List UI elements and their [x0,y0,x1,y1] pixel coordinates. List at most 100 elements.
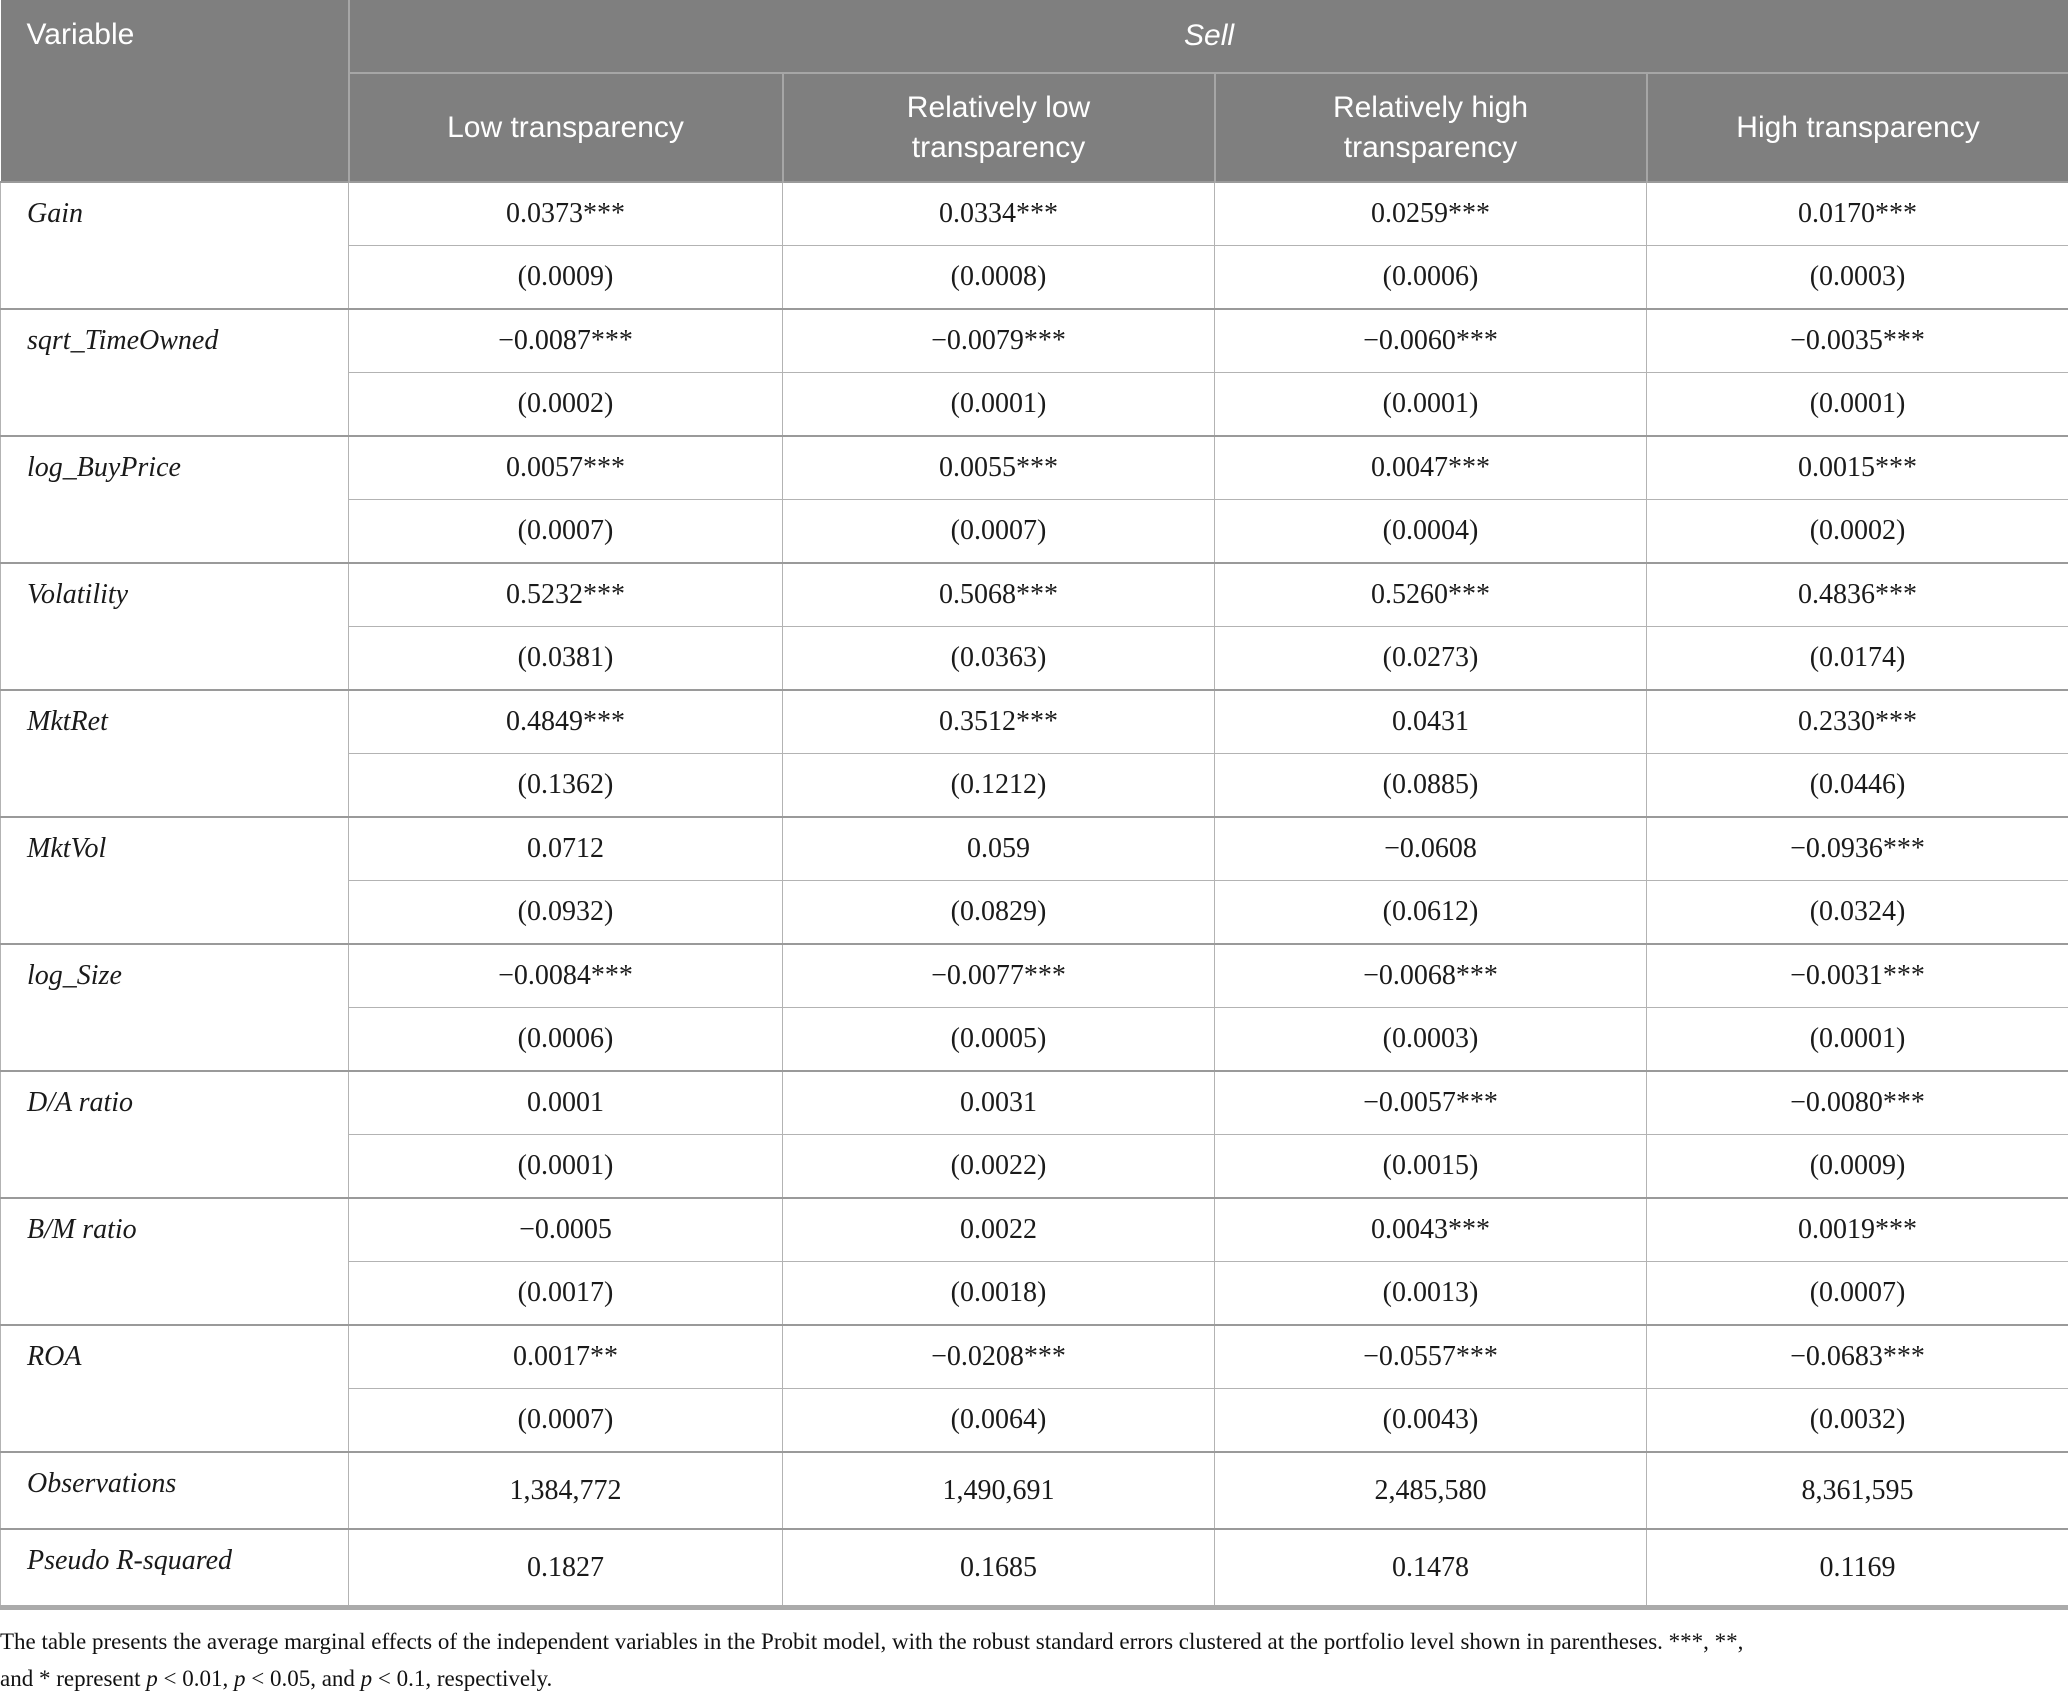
summary-value-cell: 2,485,580 [1215,1452,1647,1529]
column-header-label: Relatively low transparency [834,88,1164,168]
coefficient-cell: 0.0019*** [1647,1198,2068,1262]
footnote-text: < 0.05, and [245,1666,360,1691]
coefficient-cell: −0.0936*** [1647,817,2068,881]
coefficient-cell: −0.0060*** [1215,309,1647,373]
stderr-cell: (0.0064) [783,1389,1215,1453]
stderr-cell: (0.0009) [349,246,783,310]
variable-name: D/A ratio [1,1071,349,1198]
stderr-cell: (0.0885) [1215,754,1647,818]
coefficient-cell: 0.0055*** [783,436,1215,500]
stderr-cell: (0.0008) [783,246,1215,310]
stderr-cell: (0.0001) [783,373,1215,437]
stderr-cell: (0.0273) [1215,627,1647,691]
coefficient-cell: 0.0170*** [1647,182,2068,246]
coefficient-cell: 0.4836*** [1647,563,2068,627]
stderr-cell: (0.0932) [349,881,783,945]
stderr-cell: (0.0363) [783,627,1215,691]
variable-name: sqrt_TimeOwned [1,309,349,436]
stderr-cell: (0.0007) [349,1389,783,1453]
column-header-label: High transparency [1736,108,1979,148]
coefficient-cell: −0.0005 [349,1198,783,1262]
stderr-cell: (0.0006) [349,1008,783,1072]
stderr-cell: (0.0006) [1215,246,1647,310]
variable-name: MktRet [1,690,349,817]
coefficient-cell: 0.3512*** [783,690,1215,754]
summary-value-cell: 0.1169 [1647,1529,2068,1608]
coefficient-cell: 0.0047*** [1215,436,1647,500]
header-row-group: Variable Sell [1,0,2068,73]
column-header-relatively-high-transparency: Relatively high transparency [1215,73,1647,182]
stderr-cell: (0.0002) [1647,500,2068,564]
coefficient-cell: 0.0712 [349,817,783,881]
coefficient-cell: −0.0068*** [1215,944,1647,1008]
footnote-line: The table presents the average marginal … [0,1623,2068,1660]
stderr-cell: (0.0018) [783,1262,1215,1326]
stderr-cell: (0.0829) [783,881,1215,945]
coefficient-cell: 0.0017** [349,1325,783,1389]
coefficient-cell: −0.0035*** [1647,309,2068,373]
coefficient-cell: 0.0015*** [1647,436,2068,500]
stderr-cell: (0.0001) [349,1135,783,1199]
results-table: Variable Sell Low transparency Relativel… [0,0,2068,1610]
summary-value-cell: 0.1478 [1215,1529,1647,1608]
footnote-p-symbol: p [234,1666,246,1691]
stderr-cell: (0.0007) [1647,1262,2068,1326]
coefficient-cell: −0.0683*** [1647,1325,2068,1389]
coefficient-cell: −0.0080*** [1647,1071,2068,1135]
coefficient-cell: −0.0087*** [349,309,783,373]
stderr-cell: (0.0324) [1647,881,2068,945]
stderr-cell: (0.0612) [1215,881,1647,945]
stderr-cell: (0.0446) [1647,754,2068,818]
stderr-cell: (0.0009) [1647,1135,2068,1199]
column-header-low-transparency: Low transparency [349,73,783,182]
coefficient-cell: −0.0208*** [783,1325,1215,1389]
stderr-cell: (0.0001) [1215,373,1647,437]
sell-group-header: Sell [349,0,2068,73]
stderr-cell: (0.0013) [1215,1262,1647,1326]
stderr-cell: (0.1212) [783,754,1215,818]
coefficient-cell: 0.0431 [1215,690,1647,754]
coefficient-cell: −0.0084*** [349,944,783,1008]
stderr-cell: (0.0001) [1647,1008,2068,1072]
footnote-text: < 0.1, respectively. [372,1666,552,1691]
summary-label: Pseudo R-squared [1,1529,349,1608]
variable-name: log_BuyPrice [1,436,349,563]
stderr-cell: (0.0174) [1647,627,2068,691]
footnote-text: and * represent [0,1666,146,1691]
stderr-cell: (0.0007) [349,500,783,564]
stderr-cell: (0.0381) [349,627,783,691]
footnote-p-symbol: p [146,1666,158,1691]
coefficient-cell: −0.0557*** [1215,1325,1647,1389]
summary-value-cell: 8,361,595 [1647,1452,2068,1529]
table-row: log_Size−0.0084***−0.0077***−0.0068***−0… [1,944,2068,1008]
footnote-text: The table presents the average marginal … [0,1629,1743,1654]
stderr-cell: (0.0022) [783,1135,1215,1199]
stderr-cell: (0.0007) [783,500,1215,564]
variable-name: ROA [1,1325,349,1452]
coefficient-cell: 0.0022 [783,1198,1215,1262]
summary-value-cell: 1,384,772 [349,1452,783,1529]
footnote-p-symbol: p [361,1666,373,1691]
summary-label: Observations [1,1452,349,1529]
summary-value-cell: 0.1685 [783,1529,1215,1608]
stderr-cell: (0.0017) [349,1262,783,1326]
summary-value-cell: 1,490,691 [783,1452,1215,1529]
stderr-cell: (0.0003) [1215,1008,1647,1072]
footnote-line: and * represent p < 0.01, p < 0.05, and … [0,1660,2068,1697]
variable-name: Volatility [1,563,349,690]
stderr-cell: (0.0043) [1215,1389,1647,1453]
stderr-cell: (0.0005) [783,1008,1215,1072]
coefficient-cell: −0.0079*** [783,309,1215,373]
results-table-header: Variable Sell Low transparency Relativel… [1,0,2068,182]
stderr-cell: (0.1362) [349,754,783,818]
coefficient-cell: 0.059 [783,817,1215,881]
column-header-high-transparency: High transparency [1647,73,2068,182]
